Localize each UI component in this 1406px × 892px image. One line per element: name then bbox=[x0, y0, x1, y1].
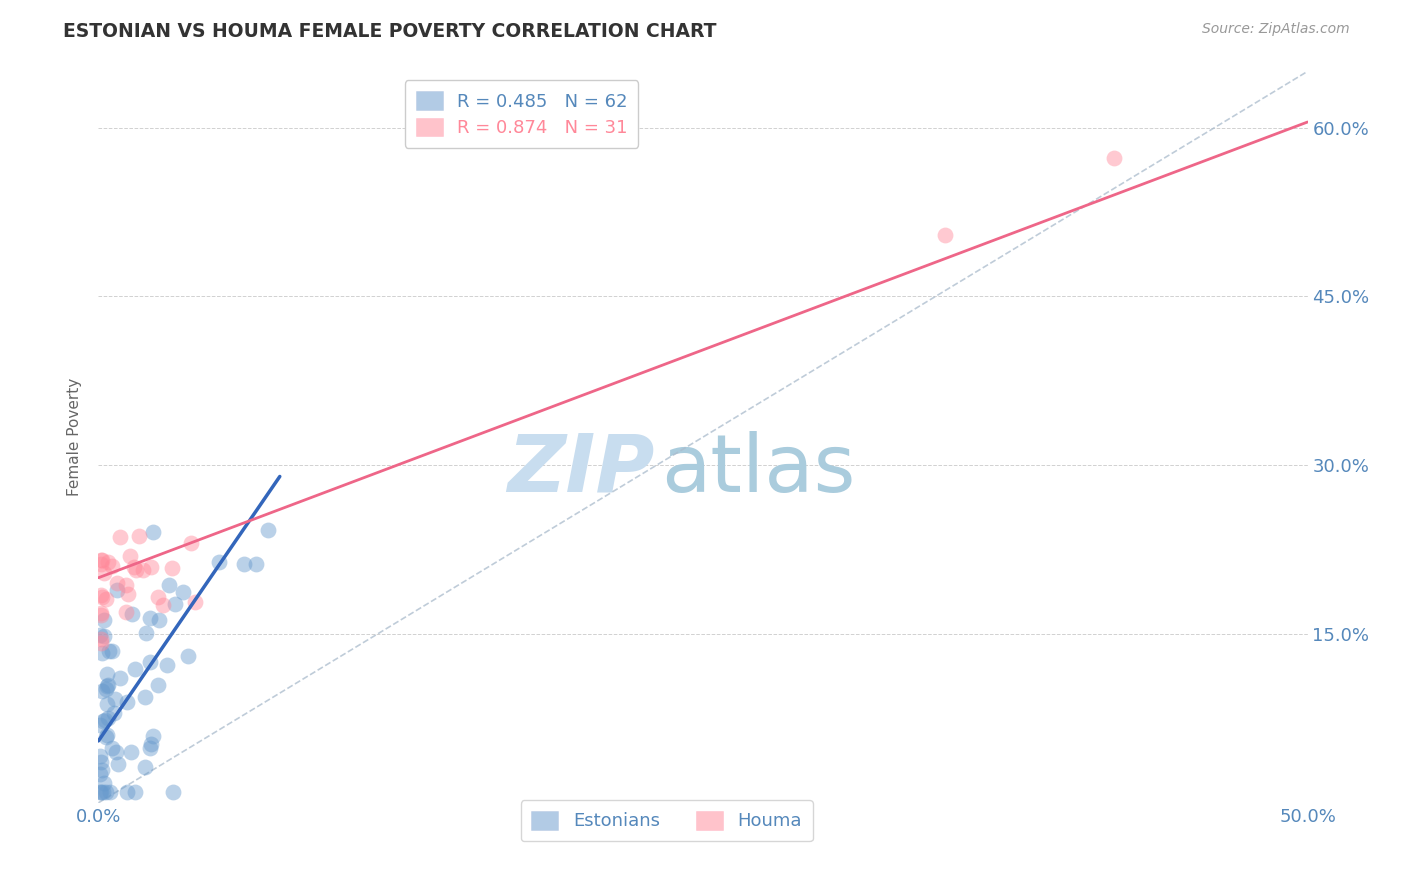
Point bbox=[124, 662, 146, 676]
Legend: Estonians, Houma: Estonians, Houma bbox=[520, 800, 813, 841]
Point bbox=[101, 558, 124, 573]
Point bbox=[135, 625, 157, 640]
Point bbox=[91, 553, 114, 567]
Point bbox=[96, 728, 118, 742]
Point bbox=[256, 523, 278, 537]
Point bbox=[97, 677, 120, 691]
Point bbox=[148, 613, 170, 627]
Point bbox=[93, 566, 115, 580]
Point bbox=[160, 560, 183, 574]
Point bbox=[90, 636, 112, 650]
Point bbox=[107, 756, 129, 771]
Point bbox=[89, 749, 111, 764]
Point bbox=[93, 629, 115, 643]
Point bbox=[89, 784, 111, 798]
Point bbox=[105, 745, 128, 759]
Point bbox=[183, 595, 205, 609]
Point bbox=[101, 740, 124, 755]
Point bbox=[172, 584, 194, 599]
Point bbox=[165, 597, 187, 611]
Point bbox=[132, 563, 155, 577]
Point bbox=[96, 697, 118, 711]
Point bbox=[89, 766, 111, 780]
Point bbox=[90, 683, 112, 698]
Point bbox=[91, 714, 114, 728]
Point bbox=[117, 784, 139, 798]
Point bbox=[122, 560, 145, 574]
Point bbox=[91, 784, 114, 798]
Point bbox=[90, 591, 112, 605]
Point bbox=[90, 632, 112, 646]
Point bbox=[120, 745, 142, 759]
Point bbox=[934, 228, 956, 243]
Point bbox=[108, 530, 131, 544]
Point bbox=[139, 611, 162, 625]
Point bbox=[118, 549, 141, 564]
Point bbox=[90, 558, 112, 572]
Point bbox=[94, 591, 117, 606]
Point bbox=[93, 775, 115, 789]
Point bbox=[90, 588, 112, 602]
Point bbox=[90, 553, 112, 567]
Point bbox=[115, 605, 138, 619]
Point bbox=[152, 598, 174, 612]
Point bbox=[98, 784, 121, 798]
Point bbox=[90, 607, 112, 622]
Point bbox=[89, 628, 111, 642]
Point bbox=[89, 717, 111, 731]
Point bbox=[148, 590, 170, 604]
Point bbox=[142, 525, 165, 540]
Point bbox=[110, 671, 132, 685]
Y-axis label: Female Poverty: Female Poverty bbox=[67, 378, 83, 496]
Point bbox=[94, 784, 117, 798]
Point bbox=[91, 763, 114, 777]
Point bbox=[104, 692, 127, 706]
Point bbox=[134, 690, 156, 704]
Point bbox=[157, 578, 180, 592]
Point bbox=[148, 678, 170, 692]
Point bbox=[142, 729, 165, 743]
Point bbox=[117, 694, 139, 708]
Text: ZIP: ZIP bbox=[508, 431, 655, 509]
Point bbox=[105, 582, 128, 597]
Point bbox=[208, 555, 231, 569]
Point bbox=[180, 535, 202, 549]
Point bbox=[96, 680, 118, 694]
Text: atlas: atlas bbox=[661, 431, 855, 509]
Point bbox=[138, 655, 160, 669]
Text: Source: ZipAtlas.com: Source: ZipAtlas.com bbox=[1202, 22, 1350, 37]
Point bbox=[128, 529, 150, 543]
Point bbox=[90, 784, 112, 798]
Point bbox=[93, 613, 115, 627]
Point bbox=[121, 607, 143, 622]
Point bbox=[117, 587, 139, 601]
Point bbox=[91, 646, 114, 660]
Point bbox=[115, 578, 138, 592]
Point bbox=[177, 648, 200, 663]
Point bbox=[96, 667, 118, 681]
Point bbox=[101, 644, 124, 658]
Point bbox=[139, 737, 162, 751]
Point bbox=[134, 759, 156, 773]
Point bbox=[124, 784, 146, 798]
Point bbox=[162, 784, 184, 798]
Point bbox=[1102, 151, 1125, 165]
Point bbox=[94, 713, 117, 727]
Text: ESTONIAN VS HOUMA FEMALE POVERTY CORRELATION CHART: ESTONIAN VS HOUMA FEMALE POVERTY CORRELA… bbox=[63, 22, 717, 41]
Point bbox=[125, 563, 148, 577]
Point bbox=[90, 606, 112, 620]
Point bbox=[94, 681, 117, 696]
Point bbox=[139, 741, 162, 756]
Point bbox=[139, 560, 162, 574]
Point bbox=[97, 644, 120, 658]
Point bbox=[103, 706, 125, 721]
Point bbox=[156, 657, 179, 672]
Point bbox=[96, 731, 118, 745]
Point bbox=[97, 555, 120, 569]
Point bbox=[105, 576, 128, 591]
Point bbox=[90, 755, 112, 769]
Point bbox=[97, 711, 120, 725]
Point bbox=[232, 558, 254, 572]
Point bbox=[245, 558, 267, 572]
